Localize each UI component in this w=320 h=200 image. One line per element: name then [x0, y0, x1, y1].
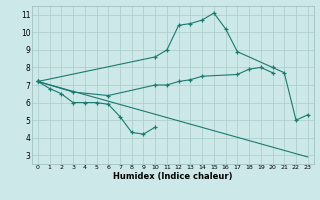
X-axis label: Humidex (Indice chaleur): Humidex (Indice chaleur): [113, 172, 233, 181]
